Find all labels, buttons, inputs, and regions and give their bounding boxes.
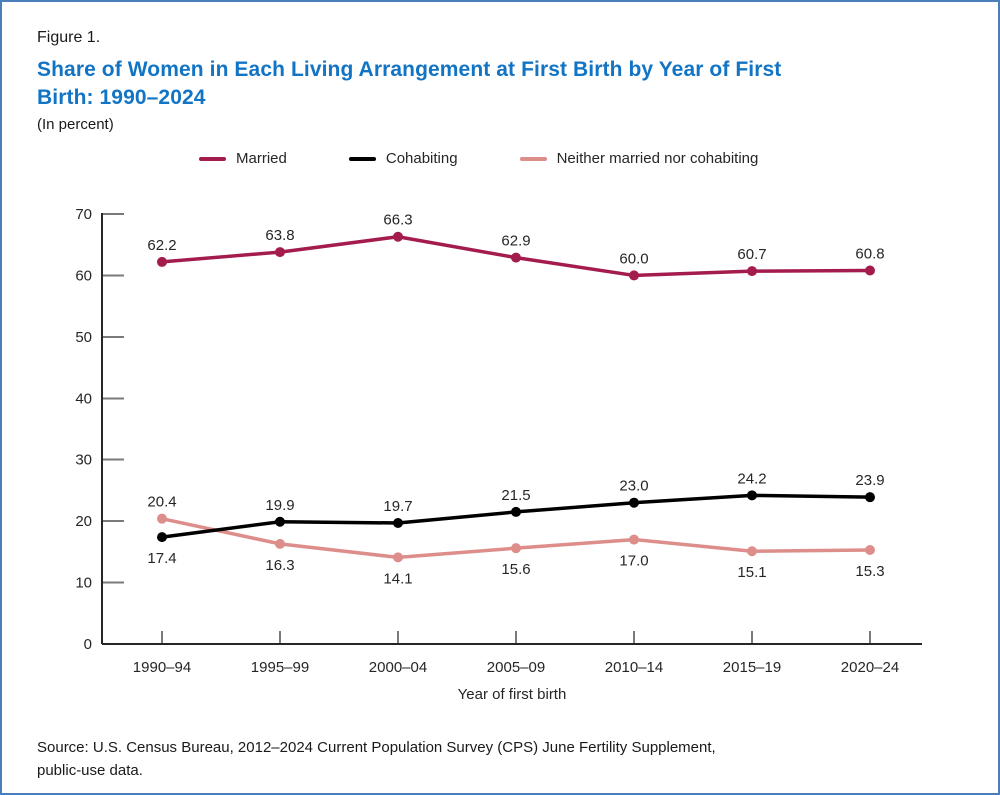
source-line-1: Source: U.S. Census Bureau, 2012–2024 Cu… — [37, 739, 716, 756]
data-point-cohabiting — [865, 492, 875, 503]
data-label-cohabiting: 23.9 — [855, 472, 884, 489]
x-axis-tick-label: 2000–04 — [369, 659, 427, 676]
data-label-cohabiting: 19.7 — [383, 498, 412, 515]
data-point-cohabiting — [511, 506, 521, 517]
y-axis-tick-label: 30 — [75, 452, 92, 469]
data-label-cohabiting: 21.5 — [501, 487, 530, 504]
x-axis-tick-label: 2020–24 — [841, 659, 899, 676]
data-point-neither-married-nor-cohabiting — [275, 538, 285, 549]
data-label-neither-married-nor-cohabiting: 15.1 — [737, 564, 766, 581]
legend-line-swatch-married — [199, 156, 226, 161]
data-label-neither-married-nor-cohabiting: 16.3 — [265, 557, 294, 574]
data-point-neither-married-nor-cohabiting — [511, 543, 521, 554]
data-label-married: 60.7 — [737, 246, 766, 263]
data-point-married — [511, 252, 521, 263]
data-label-married: 60.8 — [855, 246, 884, 263]
data-label-married: 60.0 — [619, 250, 648, 267]
data-point-neither-married-nor-cohabiting — [747, 546, 757, 557]
y-axis-tick-label: 20 — [75, 513, 92, 530]
y-axis-tick-label: 70 — [75, 206, 92, 223]
data-label-married: 66.3 — [383, 212, 412, 229]
data-label-cohabiting: 23.0 — [619, 478, 648, 495]
source-note: Source: U.S. Census Bureau, 2012–2024 Cu… — [37, 736, 716, 782]
data-point-cohabiting — [157, 532, 167, 543]
y-axis-tick-label: 50 — [75, 329, 92, 346]
data-point-married — [157, 256, 167, 267]
x-axis-tick-label: 2005–09 — [487, 659, 545, 676]
data-point-married — [393, 231, 403, 242]
legend-item-married: Married — [199, 150, 287, 167]
data-label-married: 62.9 — [501, 233, 530, 250]
data-label-married: 62.2 — [147, 237, 176, 254]
data-point-cohabiting — [275, 516, 285, 527]
data-label-married: 63.8 — [265, 227, 294, 244]
data-point-neither-married-nor-cohabiting — [393, 552, 403, 563]
figure-subtitle: (In percent) — [37, 116, 114, 133]
y-axis-tick-label: 0 — [84, 636, 92, 653]
legend-item-neither: Neither married nor cohabiting — [519, 150, 759, 167]
data-point-neither-married-nor-cohabiting — [157, 513, 167, 524]
data-point-neither-married-nor-cohabiting — [629, 534, 639, 545]
legend-line-swatch-neither — [519, 156, 547, 161]
data-point-married — [629, 270, 639, 281]
data-point-cohabiting — [747, 490, 757, 501]
line-chart: 0 10 20 30 40 50 60 70 1990–94 1995–99 2000–04 2005… — [75, 206, 922, 703]
legend-label-cohabiting: Cohabiting — [385, 150, 458, 167]
data-label-cohabiting: 19.9 — [265, 497, 294, 514]
y-axis-tick-label: 40 — [75, 390, 92, 407]
data-point-married — [747, 266, 757, 277]
data-point-married — [865, 265, 875, 276]
legend-label-married: Married — [236, 150, 287, 167]
figure-title-line-2: Birth: 1990–2024 — [37, 86, 206, 109]
data-label-neither-married-nor-cohabiting: 17.0 — [619, 553, 648, 570]
data-label-cohabiting: 24.2 — [737, 470, 766, 487]
data-point-neither-married-nor-cohabiting — [865, 545, 875, 556]
data-label-neither-married-nor-cohabiting: 14.1 — [383, 570, 412, 587]
legend-label-neither: Neither married nor cohabiting — [556, 150, 759, 167]
data-label-neither-married-nor-cohabiting: 20.4 — [147, 494, 176, 511]
x-axis-tick-label: 1990–94 — [133, 659, 191, 676]
data-label-neither-married-nor-cohabiting: 15.3 — [855, 563, 884, 580]
x-axis-title: Year of first birth — [458, 686, 567, 703]
data-label-cohabiting: 17.4 — [147, 550, 176, 567]
data-label-neither-married-nor-cohabiting: 15.6 — [501, 561, 530, 578]
y-axis-tick-label: 10 — [75, 575, 92, 592]
y-axis-tick-label: 60 — [75, 267, 92, 284]
legend-line-swatch-cohabiting — [348, 156, 376, 161]
x-axis-tick-label: 2015–19 — [723, 659, 781, 676]
legend-item-cohabiting: Cohabiting — [348, 150, 458, 167]
figure-title: Share of Women in Each Living Arrangemen… — [37, 56, 781, 112]
x-axis-tick-label: 2010–14 — [605, 659, 663, 676]
data-point-cohabiting — [629, 497, 639, 508]
figure-title-line-1: Share of Women in Each Living Arrangemen… — [37, 58, 782, 81]
source-line-2: public-use data. — [37, 762, 143, 779]
data-point-cohabiting — [393, 517, 403, 528]
x-axis-tick-label: 1995–99 — [251, 659, 309, 676]
figure-label: Figure 1. — [37, 29, 101, 46]
data-point-married — [275, 247, 285, 258]
chart-legend: Married Cohabiting Neither married nor c… — [199, 150, 758, 167]
